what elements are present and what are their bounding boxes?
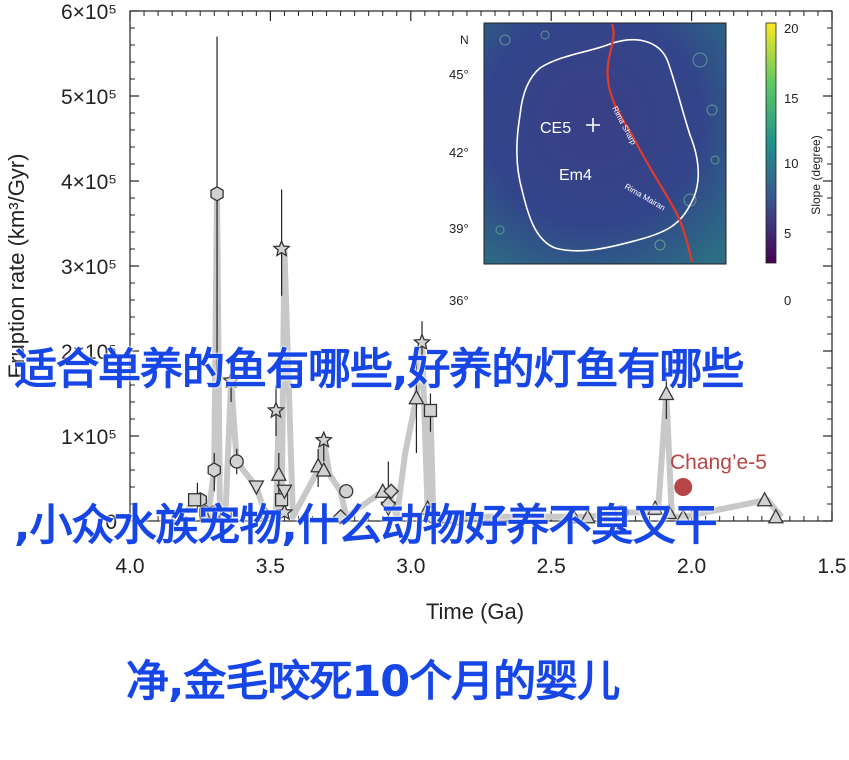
y-tick-label: 3×10⁵ [61,256,117,279]
circle-marker [614,505,629,520]
data-markers [187,186,784,526]
y-tick-label: 5×10⁵ [61,86,117,109]
colorbar-tick-0: 0 [784,293,791,308]
hexagon-marker [210,186,224,202]
diamond-marker [256,506,273,523]
mare-boundary [516,38,700,252]
x-tick-label: 3.0 [396,555,425,578]
star-marker [412,332,432,351]
colorbar-tick-15: 15 [784,91,798,106]
y-tick-labels: 0 1×10⁵ 2×10⁵ 3×10⁵ 4×10⁵ 5×10⁵ 6×10⁵ [61,1,117,534]
circle-marker [207,505,222,520]
em4-label: Em4 [559,167,592,184]
triangle-down-marker [248,480,265,496]
y-tick-label: 6×10⁵ [61,1,117,24]
rima-line [606,23,694,263]
triangle-up-marker [675,508,692,524]
diamond-marker [332,508,349,525]
triangle-up-marker [436,508,453,524]
square-marker [423,403,438,418]
colorbar-tick-10: 10 [784,156,798,171]
circle-marker [426,509,441,524]
x-tick-label: 1.5 [817,555,846,578]
y-tick-label: 1×10⁵ [61,426,117,449]
diamond-marker [380,496,397,512]
x-tick-labels: 4.0 3.5 3.0 2.5 2.0 1.5 [115,555,846,578]
triangle-up-marker [756,491,773,507]
triangle-up-marker [270,465,287,481]
triangle-up-marker [647,499,664,515]
y-tick-label: 4×10⁵ [61,171,117,194]
triangle-up-marker [661,504,678,520]
x-axis-label: Time (Ga) [426,599,524,624]
star-marker [266,400,286,419]
x-tick-label: 3.5 [256,555,285,578]
star-marker [314,430,333,449]
circle-marker [339,484,354,499]
change5-marker [674,478,693,496]
hexagon-marker [207,462,221,478]
lat-tick-36: 36° [449,293,469,308]
overlay-line-1: 适合单养的鱼有哪些,好养的灯鱼有哪些 [14,345,744,395]
triangle-up-marker [315,461,332,477]
x-tick-label: 4.0 [115,555,144,578]
y-tick-label: 0 [105,511,117,534]
triangle-up-marker [579,508,596,524]
y-axis-label: Eruption rate (km³/Gyr) [4,154,29,379]
inset-map: N 45° 42° 39° 36° CE5 Em4 Rima Sharp Rim… [449,21,823,308]
lat-tick-42: 42° [449,145,469,160]
eruption-rate-chart: 0 1×10⁵ 2×10⁵ 3×10⁵ 4×10⁵ 5×10⁵ 6×10⁵ 4.0 3.5 3.… [4,1,847,624]
y-tick-label: 2×10⁵ [61,341,117,364]
ce5-label: CE5 [540,120,571,137]
inset-map-image [483,22,727,265]
star-marker [275,502,294,521]
circle-marker [448,511,463,526]
x-tick-label: 2.0 [677,555,706,578]
watermark-overlay-text: 适合单养的鱼有哪些,好养的灯鱼有哪些 ,小众水族宠物,什么动物好养不臭又干 净,… [14,240,844,760]
star-marker [272,239,291,257]
colorbar [765,22,777,264]
triangle-up-marker [767,508,784,524]
triangle-up-marker [408,389,425,405]
lat-tick-45: 45° [449,67,469,82]
north-label: N [460,33,469,47]
square-marker [187,493,202,507]
change5-annotation: Chang’e-5 [670,451,767,474]
overlay-line-3: 净,金毛咬死10个月的婴儿 [126,657,620,707]
lat-tick-39: 39° [449,221,469,236]
ce5-cross [586,118,600,132]
triangle-down-marker [276,484,293,500]
overlay-line-2: ,小众水族宠物,什么动物好养不臭又干 [14,501,718,551]
circle-marker [229,454,244,469]
x-tick-label: 2.5 [537,555,566,578]
star-marker [221,371,241,389]
colorbar-tick-5: 5 [784,226,791,241]
triangle-up-marker [658,385,675,401]
diamond-marker [383,483,400,500]
triangle-up-marker [565,508,582,524]
colorbar-tick-20: 20 [784,21,798,36]
colorbar-title: Slope (degree) [809,135,823,214]
